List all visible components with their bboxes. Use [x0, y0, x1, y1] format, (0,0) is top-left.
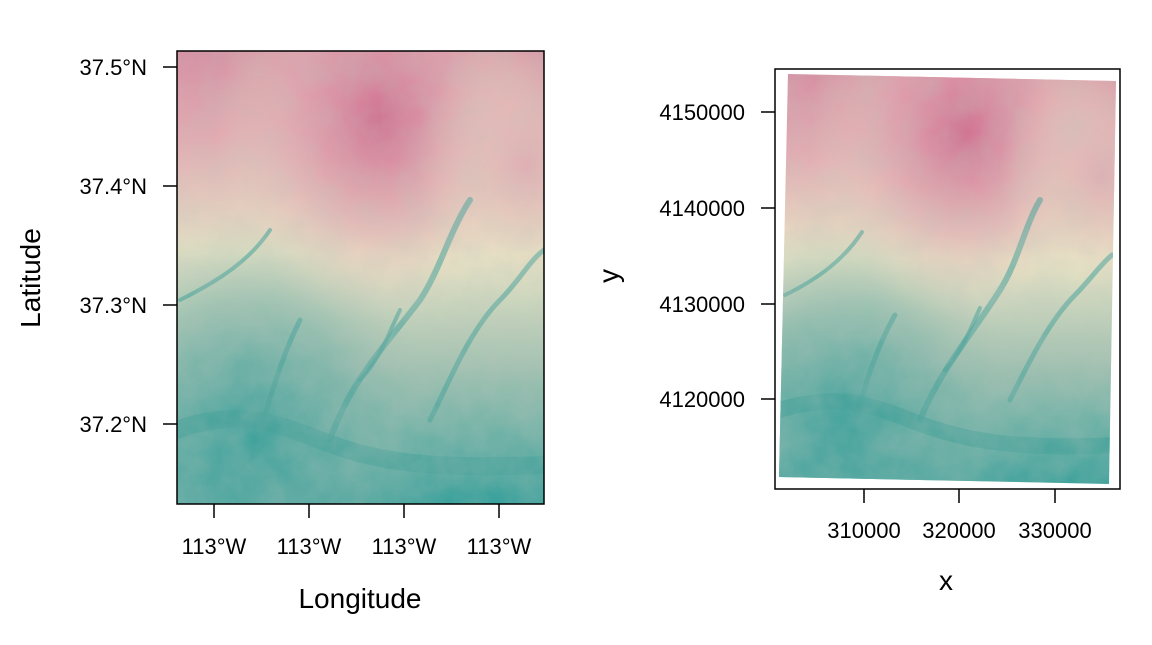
- x-tick-label: 113°W: [277, 534, 342, 559]
- y-tick-label: 37.2°N: [79, 412, 147, 437]
- x-tick-labels-projected: 310000 320000 330000: [827, 518, 1091, 543]
- y-tick-label: 4130000: [659, 292, 745, 317]
- x-axis-title-geographic: Longitude: [298, 583, 421, 614]
- x-tick-label: 113°W: [467, 534, 532, 559]
- x-axis-ticks-geographic: [213, 504, 500, 518]
- x-axis-ticks-projected: [863, 489, 1056, 503]
- panel-geographic: 37.2°N 37.3°N 37.4°N 37.5°N 113°W 113°W …: [15, 50, 545, 614]
- y-tick-label: 37.3°N: [79, 293, 147, 318]
- y-axis-ticks-projected: [761, 111, 775, 400]
- panel-projected: 4120000 4130000 4140000 4150000 310000 3…: [593, 68, 1121, 596]
- x-tick-label: 113°W: [372, 534, 437, 559]
- plot-frame-projected: [774, 68, 1121, 490]
- y-tick-label: 4120000: [659, 387, 745, 412]
- x-tick-label: 310000: [827, 518, 900, 543]
- y-axis-ticks-geographic: [163, 66, 177, 425]
- x-axis-title-projected: x: [939, 565, 953, 596]
- y-tick-label: 4140000: [659, 196, 745, 221]
- x-tick-label: 330000: [1018, 518, 1091, 543]
- x-tick-label: 113°W: [182, 534, 247, 559]
- y-axis-title-projected: y: [593, 269, 624, 283]
- y-tick-label: 4150000: [659, 100, 745, 125]
- y-tick-label: 37.4°N: [79, 174, 147, 199]
- y-tick-labels-projected: 4120000 4130000 4140000 4150000: [659, 100, 745, 412]
- x-tick-label: 320000: [922, 518, 995, 543]
- x-tick-labels-geographic: 113°W 113°W 113°W 113°W: [182, 534, 532, 559]
- plot-frame-geographic: [176, 50, 545, 505]
- y-axis-title-geographic: Latitude: [15, 228, 46, 328]
- elevation-raster-projected: [779, 74, 1116, 484]
- y-tick-labels-geographic: 37.2°N 37.3°N 37.4°N 37.5°N: [79, 55, 147, 437]
- elevation-raster-geographic: [177, 51, 544, 504]
- y-tick-label: 37.5°N: [79, 55, 147, 80]
